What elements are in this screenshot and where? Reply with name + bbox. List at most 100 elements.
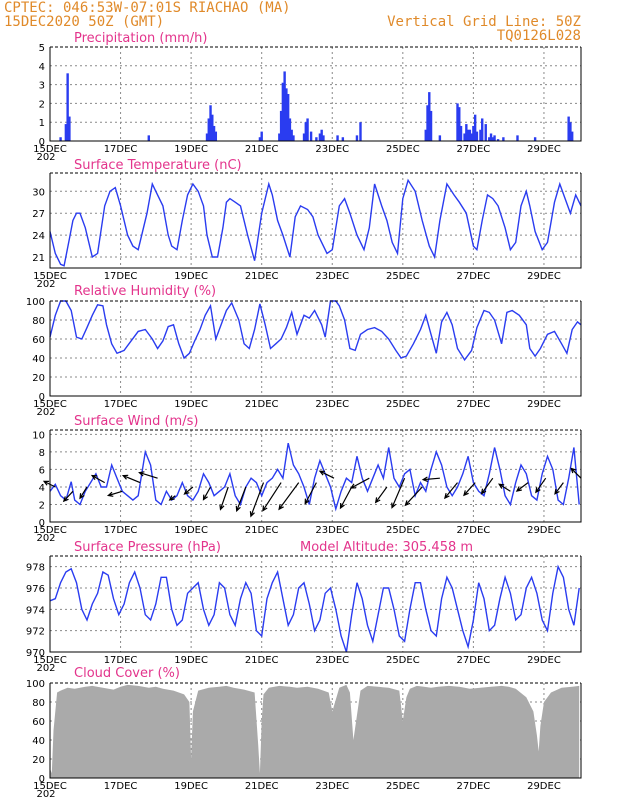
precipitation-bar — [207, 118, 210, 141]
precipitation-year-label: 202 — [36, 152, 55, 163]
cloud-xtick-label: 27DEC — [457, 781, 491, 792]
pressure-xtick-label: 23DEC — [315, 655, 349, 666]
pressure-year-label: 202 — [36, 663, 55, 674]
precipitation-xtick-label: 15DEC — [33, 144, 67, 155]
humidity-title: Relative Humidity (%) — [74, 284, 216, 299]
precipitation-bar — [472, 125, 475, 141]
cloud-ytick-label: 0 — [39, 774, 45, 785]
pressure-xtick-label: 27DEC — [457, 655, 491, 666]
precipitation-bar — [214, 131, 218, 141]
precipitation-bar — [318, 133, 322, 141]
temperature-panel: Surface Temperature (nC) 21 24 27 30 15DEC 17… — [32, 158, 582, 290]
wind-vector-arrow — [79, 486, 88, 500]
precipitation-bar — [463, 133, 466, 141]
precipitation-bar — [279, 110, 283, 141]
pressure-ytick-label: 976 — [26, 584, 45, 595]
pressure-xtick-label: 25DEC — [386, 655, 420, 666]
cloud-panel: Cloud Cover (%) 0 20 40 60 80 100 15DEC 17DEC 19… — [26, 666, 582, 800]
temperature-ytick-label: 24 — [32, 231, 45, 242]
precipitation-bar — [59, 137, 62, 141]
wind-xtick-label: 25DEC — [386, 525, 420, 536]
cloud-ytick-label: 100 — [26, 679, 45, 690]
precipitation-bar — [341, 137, 345, 141]
precipitation-bar — [491, 137, 494, 141]
humidity-ytick-label: 20 — [32, 373, 45, 384]
precipitation-bar — [438, 135, 442, 141]
header-grid-note: Vertical Grid Line: 50Z — [387, 14, 581, 30]
wind-vector-arrow — [349, 477, 370, 489]
precipitation-bar — [424, 129, 427, 141]
header-date: 15DEC2020 50Z (GMT) — [4, 14, 164, 30]
wind-vector-arrow — [391, 477, 406, 509]
humidity-xtick-label: 19DEC — [174, 399, 208, 410]
precipitation-bar — [429, 110, 433, 141]
precipitation-bar — [570, 131, 574, 141]
wind-vector-arrow — [374, 486, 388, 504]
precipitation-bar — [260, 131, 263, 141]
wind-vector-arrow — [463, 482, 476, 497]
precipitation-bar — [68, 116, 71, 141]
temperature-xtick-label: 15DEC — [33, 271, 67, 282]
temperature-xtick-label: 21DEC — [245, 271, 279, 282]
temperature-xtick-label: 23DEC — [315, 271, 349, 282]
cloud-title: Cloud Cover (%) — [74, 666, 180, 681]
wind-vector-arrow — [262, 482, 282, 512]
precipitation-bar — [502, 137, 505, 141]
wind-vector-arrow — [168, 495, 176, 501]
wind-vector-arrow — [202, 486, 212, 501]
precipitation-ytick-label: 1 — [39, 118, 45, 129]
wind-vector-arrow — [404, 486, 423, 507]
precipitation-bar — [285, 88, 288, 141]
humidity-ytick-label: 40 — [32, 354, 45, 365]
wind-vector-arrow — [278, 482, 300, 511]
precipitation-xtick-label: 27DEC — [457, 144, 491, 155]
pressure-title: Surface Pressure (hPa) — [74, 540, 221, 555]
wind-xtick-label: 19DEC — [174, 525, 208, 536]
wind-vector-arrow — [535, 477, 547, 494]
humidity-xtick-label: 29DEC — [527, 399, 561, 410]
humidity-ytick-label: 80 — [32, 316, 45, 327]
temperature-year-label: 202 — [36, 279, 55, 290]
humidity-xtick-label: 15DEC — [33, 399, 67, 410]
header-code: TQ0126L028 — [497, 28, 581, 44]
humidity-panel: Relative Humidity (%) 0 20 40 60 80 100 15DEC 1… — [26, 284, 582, 418]
model-altitude: Model Altitude: 305.458 m — [300, 540, 473, 555]
wind-xtick-label: 29DEC — [527, 525, 561, 536]
precipitation-ytick-label: 5 — [39, 43, 45, 54]
wind-ytick-label: 4 — [39, 483, 45, 494]
cloud-xtick-label: 29DEC — [527, 781, 561, 792]
cloud-year-label: 202 — [36, 789, 55, 800]
humidity-xtick-label: 21DEC — [245, 399, 279, 410]
wind-title: Surface Wind (m/s) — [74, 414, 198, 429]
precipitation-bar — [428, 92, 431, 141]
precipitation-bar — [496, 139, 500, 141]
wind-series-line — [49, 442, 580, 512]
wind-vector-arrow — [339, 486, 353, 510]
pressure-xtick-label: 21DEC — [245, 655, 279, 666]
temperature-ytick-label: 27 — [32, 209, 45, 220]
precipitation-xtick-label: 19DEC — [174, 144, 208, 155]
precipitation-xtick-label: 25DEC — [386, 144, 420, 155]
cloud-area — [50, 684, 580, 778]
precipitation-bar — [426, 105, 429, 141]
wind-axes-frame — [49, 430, 582, 523]
cloud-xtick-label: 19DEC — [174, 781, 208, 792]
wind-vector-arrow — [444, 482, 458, 500]
precipitation-bar — [212, 125, 216, 141]
wind-vector-arrow — [480, 477, 494, 495]
cloud-ytick-label: 80 — [32, 698, 45, 709]
precipitation-bar — [315, 137, 318, 141]
wind-ytick-label: 6 — [39, 465, 45, 476]
pressure-ytick-label: 972 — [26, 627, 45, 638]
cloud-xtick-label: 25DEC — [386, 781, 420, 792]
temperature-series-line — [49, 178, 582, 267]
precipitation-bar — [302, 133, 306, 141]
precipitation-xtick-label: 17DEC — [104, 144, 138, 155]
temperature-ytick-label: 21 — [32, 253, 45, 264]
wind-ytick-label: 8 — [39, 448, 45, 459]
cloud-xtick-label: 23DEC — [315, 781, 349, 792]
precipitation-bar — [211, 114, 214, 141]
wind-vector-arrow — [90, 474, 105, 484]
wind-xtick-label: 23DEC — [315, 525, 349, 536]
